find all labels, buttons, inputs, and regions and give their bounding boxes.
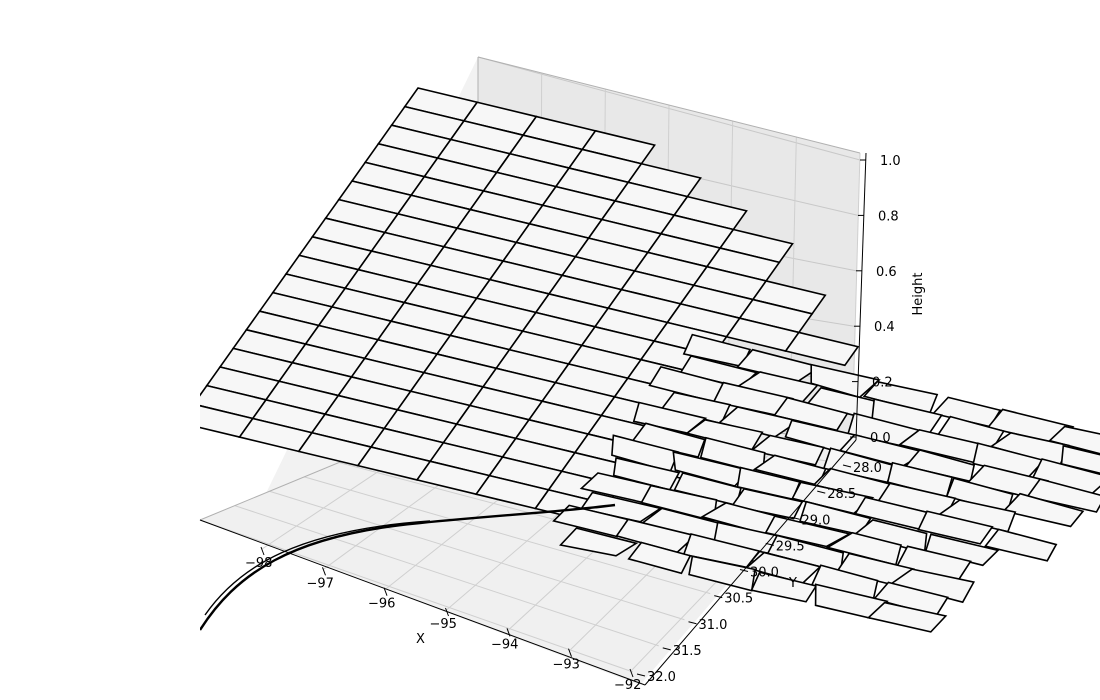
county-cell [630, 422, 706, 459]
y-axis-line [644, 439, 857, 686]
county-cell [866, 601, 948, 633]
county-cell [784, 331, 860, 367]
county-cell [627, 541, 692, 575]
county-cell [1060, 444, 1100, 475]
y-tick-mark [662, 647, 671, 651]
x-tick-label: −92 [614, 678, 641, 693]
county-cell [1002, 492, 1085, 528]
x-tick-mark [260, 546, 265, 556]
county-cell [764, 515, 852, 548]
y-tick-mark [765, 542, 774, 546]
county-cell [983, 528, 1058, 562]
y-tick-label: 28.5 [827, 487, 856, 502]
county-cell [889, 568, 976, 604]
y-tick-mark [842, 464, 852, 468]
x-tick-mark [568, 648, 572, 657]
y-tick-label: 28.0 [853, 461, 882, 476]
y-tick-label: 29.5 [776, 539, 805, 554]
x-tick-mark [629, 668, 634, 678]
county-cell [924, 533, 1000, 567]
x-tick-label: −96 [368, 597, 395, 612]
x-axis-line [199, 519, 646, 686]
x-tick-label: −97 [307, 576, 334, 591]
x-axis-label: X [416, 632, 425, 647]
county-cell [917, 510, 994, 545]
y-tick-mark [714, 595, 723, 599]
x-tick-mark [445, 607, 449, 617]
county-cell [730, 487, 804, 520]
coastline-inner [204, 520, 431, 616]
x-tick-label: −98 [245, 556, 272, 571]
y-tick-label: 30.0 [750, 566, 779, 581]
z-tick-label: 0.0 [870, 431, 891, 446]
coastline [200, 503, 616, 631]
x-tick-label: −95 [430, 617, 457, 632]
axes-lines [199, 152, 867, 686]
county-cell [749, 434, 825, 466]
y-tick-label: 29.0 [802, 513, 831, 528]
z-axis-label: Height [911, 273, 926, 316]
z-tick-label: 0.6 [876, 265, 897, 280]
z-tick-label: 0.8 [878, 209, 899, 224]
y-tick-label: 31.5 [673, 644, 702, 659]
county-cell [559, 527, 639, 557]
y-tick-mark [791, 516, 800, 520]
y-tick-mark [688, 621, 697, 625]
x-tick-mark [383, 587, 388, 596]
county-surface [200, 87, 1100, 633]
x-tick-label: −93 [553, 658, 580, 673]
x-tick-mark [506, 628, 511, 637]
z-tick-label: 0.4 [874, 320, 895, 335]
x-tick-mark [322, 567, 326, 576]
axis-ticks: 0.0 0.2 0.4 0.6 0.8 1.0 28.0 28.5 29.0 29.5 30.0 30… [245, 154, 901, 693]
y-tick-label: 32.0 [647, 670, 676, 685]
y-tick-mark [817, 490, 826, 494]
county-cell [750, 571, 818, 603]
y-tick-mark [636, 673, 646, 677]
y-tick-mark [739, 569, 749, 572]
y-axis-label: Y [788, 576, 797, 591]
y-tick-label: 31.0 [699, 618, 728, 633]
county-cell [1026, 478, 1100, 513]
y-tick-label: 30.5 [724, 592, 753, 607]
x-tick-label: −94 [491, 637, 518, 652]
z-tick-label: 0.2 [872, 376, 893, 391]
county-cell [1048, 425, 1100, 455]
z-tick-label: 1.0 [880, 154, 901, 169]
z-axis-line [855, 152, 867, 441]
